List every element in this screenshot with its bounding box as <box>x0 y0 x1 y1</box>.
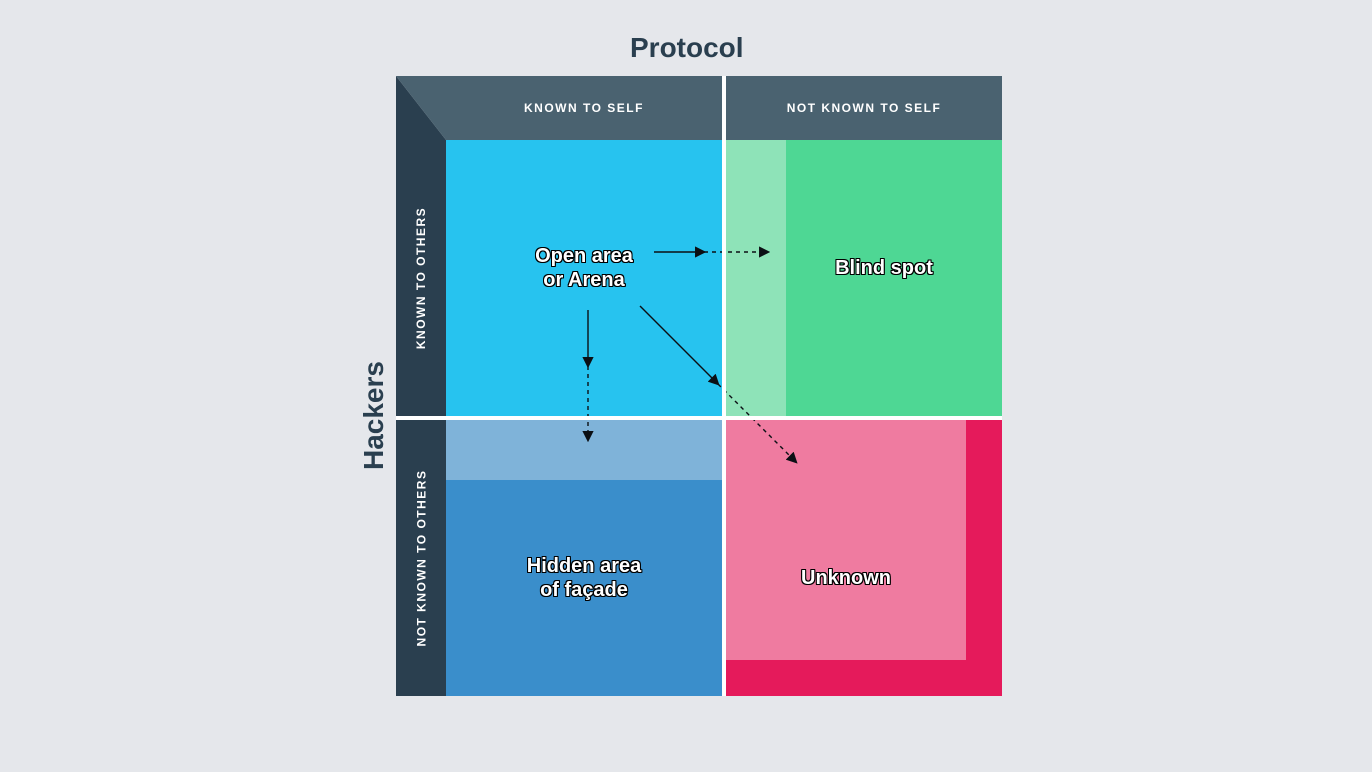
q-hidden-label: Hidden area of façade <box>446 420 722 696</box>
diagram-container: Protocol Hackers KNOWN TO SELFNOT KNOWN … <box>0 0 1372 772</box>
row-header-0: KNOWN TO OTHERS <box>396 140 446 416</box>
q-open-label: Open area or Arena <box>446 140 722 416</box>
johari-matrix: KNOWN TO SELFNOT KNOWN TO SELF KNOWN TO O… <box>396 76 1002 696</box>
corner-upper-tri <box>396 76 446 140</box>
axis-left-label: Hackers <box>358 361 390 470</box>
col-header-1: NOT KNOWN TO SELF <box>726 76 1002 140</box>
axis-top-label: Protocol <box>630 32 744 64</box>
q-blind-label: Blind spot <box>726 140 1002 416</box>
row-header-1: NOT KNOWN TO OTHERS <box>396 420 446 696</box>
q-unknown-label: Unknown <box>726 420 1002 696</box>
col-header-0: KNOWN TO SELF <box>446 76 722 140</box>
